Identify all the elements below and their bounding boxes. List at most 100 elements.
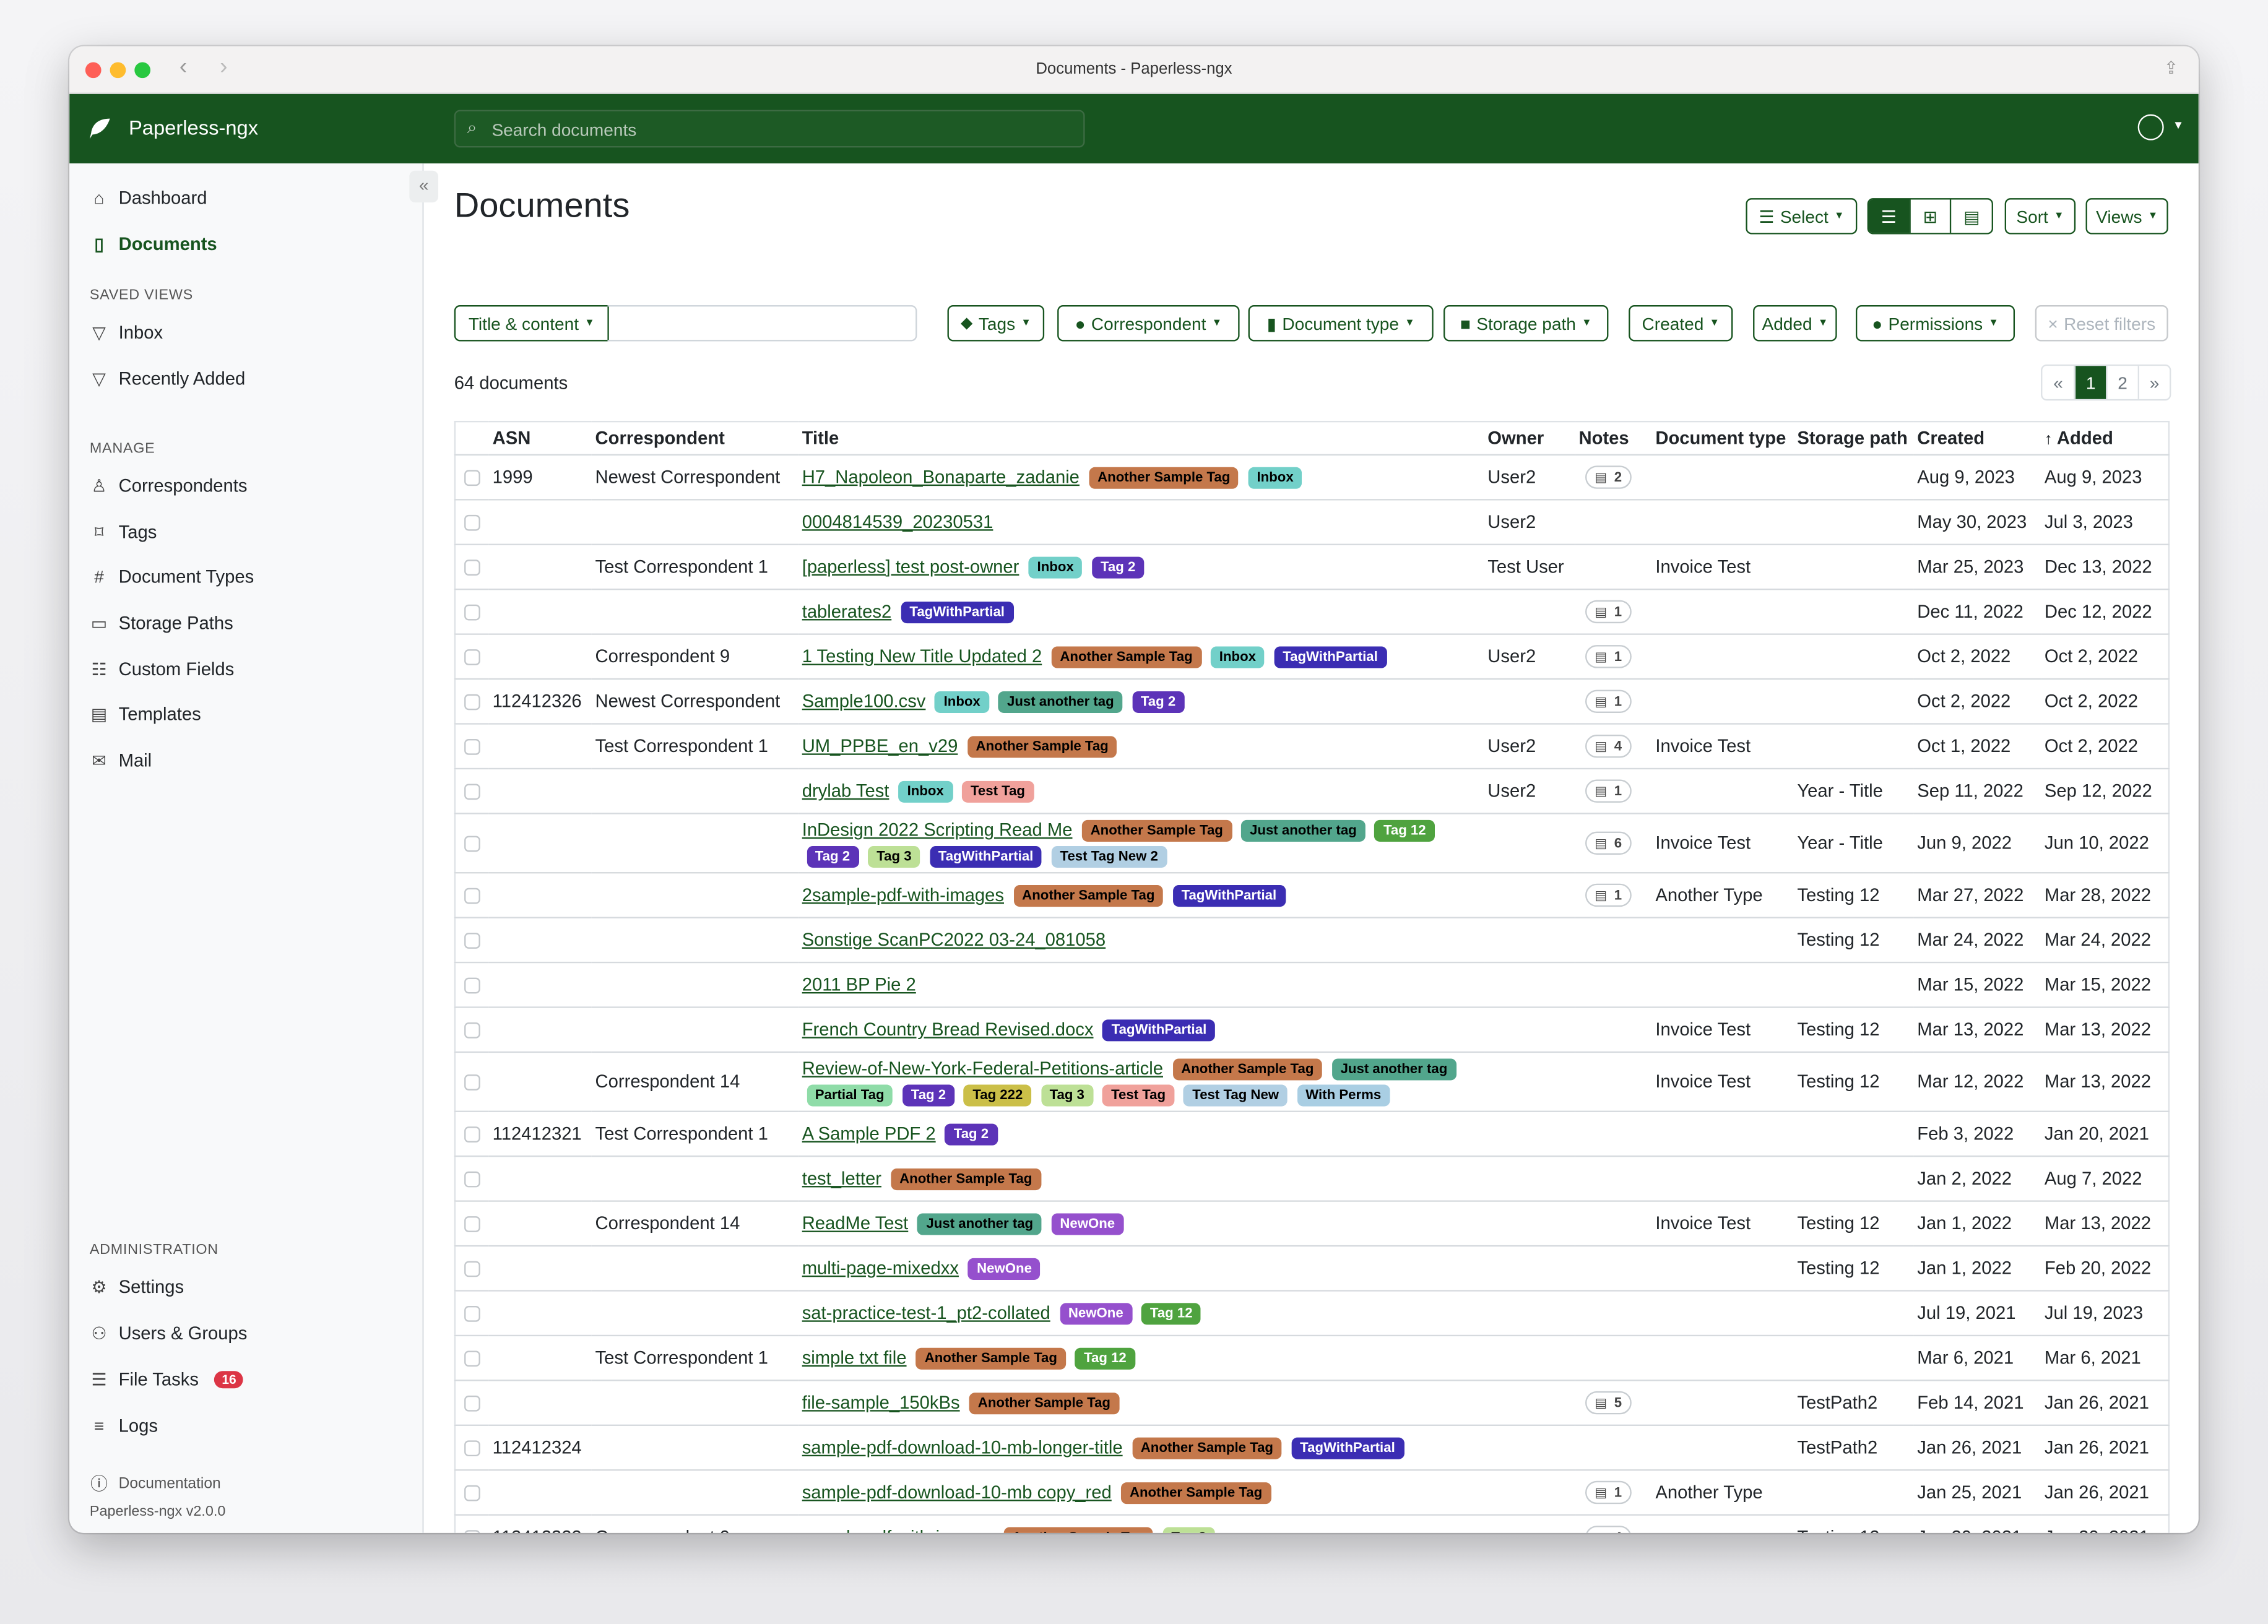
sidebar-item-tags[interactable]: ⌑ Tags [90, 522, 157, 543]
notes-badge[interactable]: ▤ 1 [1584, 690, 1632, 714]
storage-path-filter-button[interactable]: ■ Storage path ▼ [1443, 305, 1609, 342]
document-title-link[interactable]: [paperless] test post-owner [802, 556, 1019, 577]
notes-badge[interactable]: ▤ 6 [1584, 832, 1632, 855]
row-checkbox[interactable] [464, 559, 480, 575]
zoom-window-button[interactable] [134, 62, 151, 79]
minimize-window-button[interactable] [110, 62, 126, 79]
tag-badge[interactable]: Tag 2 [1132, 691, 1185, 713]
documentation-link[interactable]: ⓘ Documentation [90, 1471, 221, 1495]
row-checkbox[interactable] [464, 1170, 480, 1187]
reset-filters-button[interactable]: × Reset filters [2035, 305, 2168, 342]
tag-badge[interactable]: Inbox [898, 780, 953, 803]
document-title-link[interactable]: multi-page-mixedxx [802, 1258, 959, 1279]
table-row[interactable]: test_letter Another Sample Tag Jan 2, 202… [454, 1155, 2169, 1201]
sort-dropdown-button[interactable]: Sort ▼ [2004, 198, 2076, 235]
document-title-link[interactable]: sat-practice-test-1_pt2-collated [802, 1303, 1050, 1324]
document-title-link[interactable]: sample-pdf-download-10-mb copy_red [802, 1482, 1112, 1503]
views-dropdown-button[interactable]: Views ▼ [2085, 198, 2168, 235]
tag-badge[interactable]: Another Sample Tag [1013, 885, 1164, 907]
sidebar-item-users-groups[interactable]: ⚇ Users & Groups [90, 1323, 247, 1344]
header-created[interactable]: Created [1917, 428, 1985, 449]
tag-badge[interactable]: Tag 222 [964, 1084, 1032, 1107]
row-checkbox[interactable] [464, 783, 480, 800]
tag-badge[interactable]: Inbox [1210, 646, 1265, 668]
tag-badge[interactable]: Another Sample Tag [1172, 1058, 1323, 1081]
document-title-link[interactable]: 2011 BP Pie 2 [802, 974, 916, 995]
document-title-link[interactable]: French Country Bread Revised.docx [802, 1019, 1094, 1040]
sidebar-item-recently-added[interactable]: ▽ Recently Added [90, 369, 245, 389]
tag-badge[interactable]: Another Sample Tag [1081, 819, 1232, 842]
back-icon[interactable]: ‹ [179, 54, 188, 80]
tag-badge[interactable]: TagWithPartial [901, 602, 1014, 624]
document-title-link[interactable]: 2sample-pdf-with-images [802, 885, 1004, 905]
document-title-link[interactable]: tablerates2 [802, 602, 892, 622]
document-title-link[interactable]: file-sample_150kBs [802, 1393, 960, 1413]
tag-badge[interactable]: Tag 3 [1041, 1084, 1093, 1107]
brand-name[interactable]: Paperless-ngx [128, 115, 259, 139]
document-title-link[interactable]: Review-of-New-York-Federal-Petitions-art… [802, 1058, 1163, 1079]
row-checkbox[interactable] [464, 693, 480, 710]
row-checkbox[interactable] [464, 887, 480, 904]
header-document-type[interactable]: Document type [1655, 428, 1786, 449]
tag-badge[interactable]: Another Sample Tag [1051, 646, 1201, 668]
tag-badge[interactable]: NewOne [1059, 1303, 1132, 1325]
row-checkbox[interactable] [464, 977, 480, 993]
header-notes[interactable]: Notes [1578, 428, 1629, 449]
tag-badge[interactable]: NewOne [1051, 1213, 1124, 1235]
sidebar-item-correspondents[interactable]: ♙ Correspondents [90, 476, 247, 496]
table-row[interactable]: Sonstige ScanPC2022 03-24_081058 Testing … [454, 917, 2169, 963]
pagination-page-2[interactable]: 2 [2106, 366, 2137, 399]
pagination-next[interactable]: » [2137, 366, 2170, 399]
title-content-dropdown[interactable]: Title & content ▼ [454, 305, 609, 342]
row-checkbox[interactable] [464, 1126, 480, 1142]
tag-badge[interactable]: Just another tag [1331, 1058, 1456, 1081]
tag-badge[interactable]: Test Tag New [1184, 1084, 1288, 1107]
tag-badge[interactable]: Another Sample Tag [1132, 1437, 1283, 1459]
document-title-link[interactable]: InDesign 2022 Scripting Read Me [802, 819, 1073, 840]
tag-badge[interactable]: Another Sample Tag [915, 1347, 1066, 1370]
tag-badge[interactable]: TagWithPartial [1291, 1437, 1404, 1459]
sidebar-item-documents[interactable]: ▯ Documents [90, 235, 217, 255]
tag-badge[interactable]: TagWithPartial [1102, 1019, 1216, 1042]
notes-badge[interactable]: ▤ 1 [1584, 600, 1632, 624]
tag-badge[interactable]: Tag 3 [1162, 1527, 1215, 1533]
document-title-link[interactable]: sample-pdf-download-10-mb-longer-title [802, 1437, 1123, 1458]
large-cards-view-button[interactable]: ▤ [1950, 199, 1992, 233]
table-row[interactable]: 2011 BP Pie 2 Mar 15, 2022 Mar 15, 2022 [454, 961, 2169, 1008]
header-storage-path[interactable]: Storage path [1797, 428, 1908, 449]
collapse-sidebar-button[interactable]: « [409, 170, 439, 203]
correspondent-filter-button[interactable]: ● Correspondent ▼ [1057, 305, 1240, 342]
document-title-link[interactable]: 0004814539_20230531 [802, 512, 993, 532]
sidebar-item-logs[interactable]: ≡ Logs [90, 1416, 158, 1436]
table-row[interactable]: 112412322Correspondent 9sample-pdf-with-… [454, 1514, 2169, 1533]
tag-badge[interactable]: Test Tag New 2 [1051, 845, 1167, 868]
tag-badge[interactable]: Another Sample Tag [969, 1393, 1120, 1415]
tag-badge[interactable]: Test Tag [961, 780, 1034, 803]
notes-badge[interactable]: ▤ 1 [1584, 780, 1632, 803]
tag-badge[interactable]: Just another tag [917, 1213, 1042, 1235]
permissions-filter-button[interactable]: ● Permissions ▼ [1855, 305, 2015, 342]
tag-badge[interactable]: Another Sample Tag [967, 736, 1117, 758]
row-checkbox[interactable] [464, 1440, 480, 1456]
tag-badge[interactable]: Inbox [935, 691, 989, 713]
created-filter-button[interactable]: Created ▼ [1629, 305, 1733, 342]
table-row[interactable]: 1999 Newest Correspondent H7_Napoleon_Bona… [454, 454, 2169, 500]
notes-badge[interactable]: ▤ 1 [1584, 645, 1632, 669]
user-menu-caret-icon[interactable]: ▼ [2172, 118, 2184, 132]
tag-badge[interactable]: With Perms [1297, 1084, 1390, 1107]
tag-badge[interactable]: NewOne [968, 1258, 1041, 1280]
sidebar-item-document-types[interactable]: # Document Types [90, 567, 254, 587]
search-input[interactable]: ⌕ Search documents [454, 110, 1085, 148]
table-row[interactable]: sat-practice-test-1_pt2-collated NewOne … [454, 1290, 2169, 1336]
row-checkbox[interactable] [464, 514, 480, 530]
sidebar-item-mail[interactable]: ✉ Mail [90, 751, 152, 771]
document-title-link[interactable]: ReadMe Test [802, 1213, 909, 1234]
tag-badge[interactable]: Another Sample Tag [891, 1168, 1041, 1191]
row-checkbox[interactable] [464, 1021, 480, 1038]
table-row[interactable]: sample-pdf-download-10-mb copy_red Anoth… [454, 1469, 2169, 1515]
row-checkbox[interactable] [464, 1215, 480, 1232]
sidebar-item-inbox[interactable]: ▽ Inbox [90, 322, 163, 343]
header-owner[interactable]: Owner [1487, 428, 1544, 449]
